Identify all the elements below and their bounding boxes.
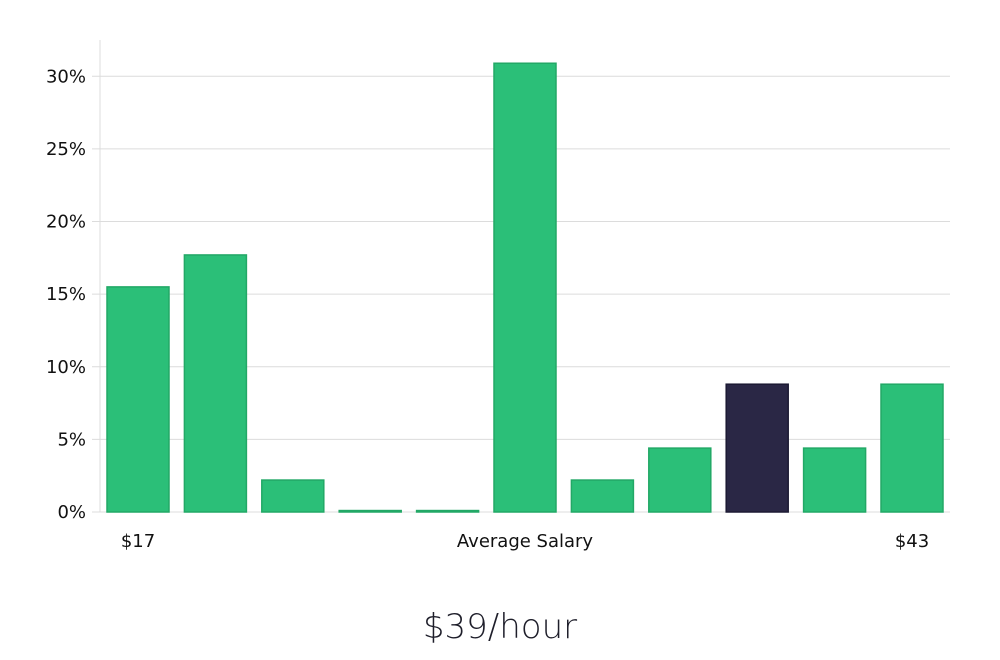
bar: [570, 479, 635, 513]
hourly-salary-caption: $39/hour: [422, 607, 578, 647]
bar: [106, 286, 170, 513]
y-tick-label: 15%: [46, 284, 86, 305]
y-tick-label: 20%: [46, 212, 86, 233]
x-label-average-salary: Average Salary: [457, 531, 594, 552]
x-label-min-salary: $17: [121, 531, 155, 552]
x-label-max-salary: $43: [895, 531, 929, 552]
bar: [261, 479, 325, 513]
y-axis-ticks: 0% 5% 10% 15% 20% 25% 30%: [46, 66, 86, 523]
bar: [183, 254, 248, 513]
y-tick-label: 25%: [46, 139, 86, 160]
y-tick-label: 10%: [46, 357, 86, 378]
bar: [493, 62, 557, 513]
bar: [338, 509, 402, 513]
bar: [802, 447, 867, 513]
bar: [648, 447, 712, 513]
salary-histogram-chart: 0% 5% 10% 15% 20% 25% 30% $17 Average Salary $…: [46, 40, 950, 552]
y-tick-label: 5%: [57, 429, 86, 450]
bars: [106, 62, 944, 513]
bar-highlighted: [725, 383, 789, 513]
y-tick-label: 0%: [57, 502, 86, 523]
bar: [880, 383, 944, 513]
y-tick-label: 30%: [46, 66, 86, 87]
bar: [415, 509, 480, 513]
